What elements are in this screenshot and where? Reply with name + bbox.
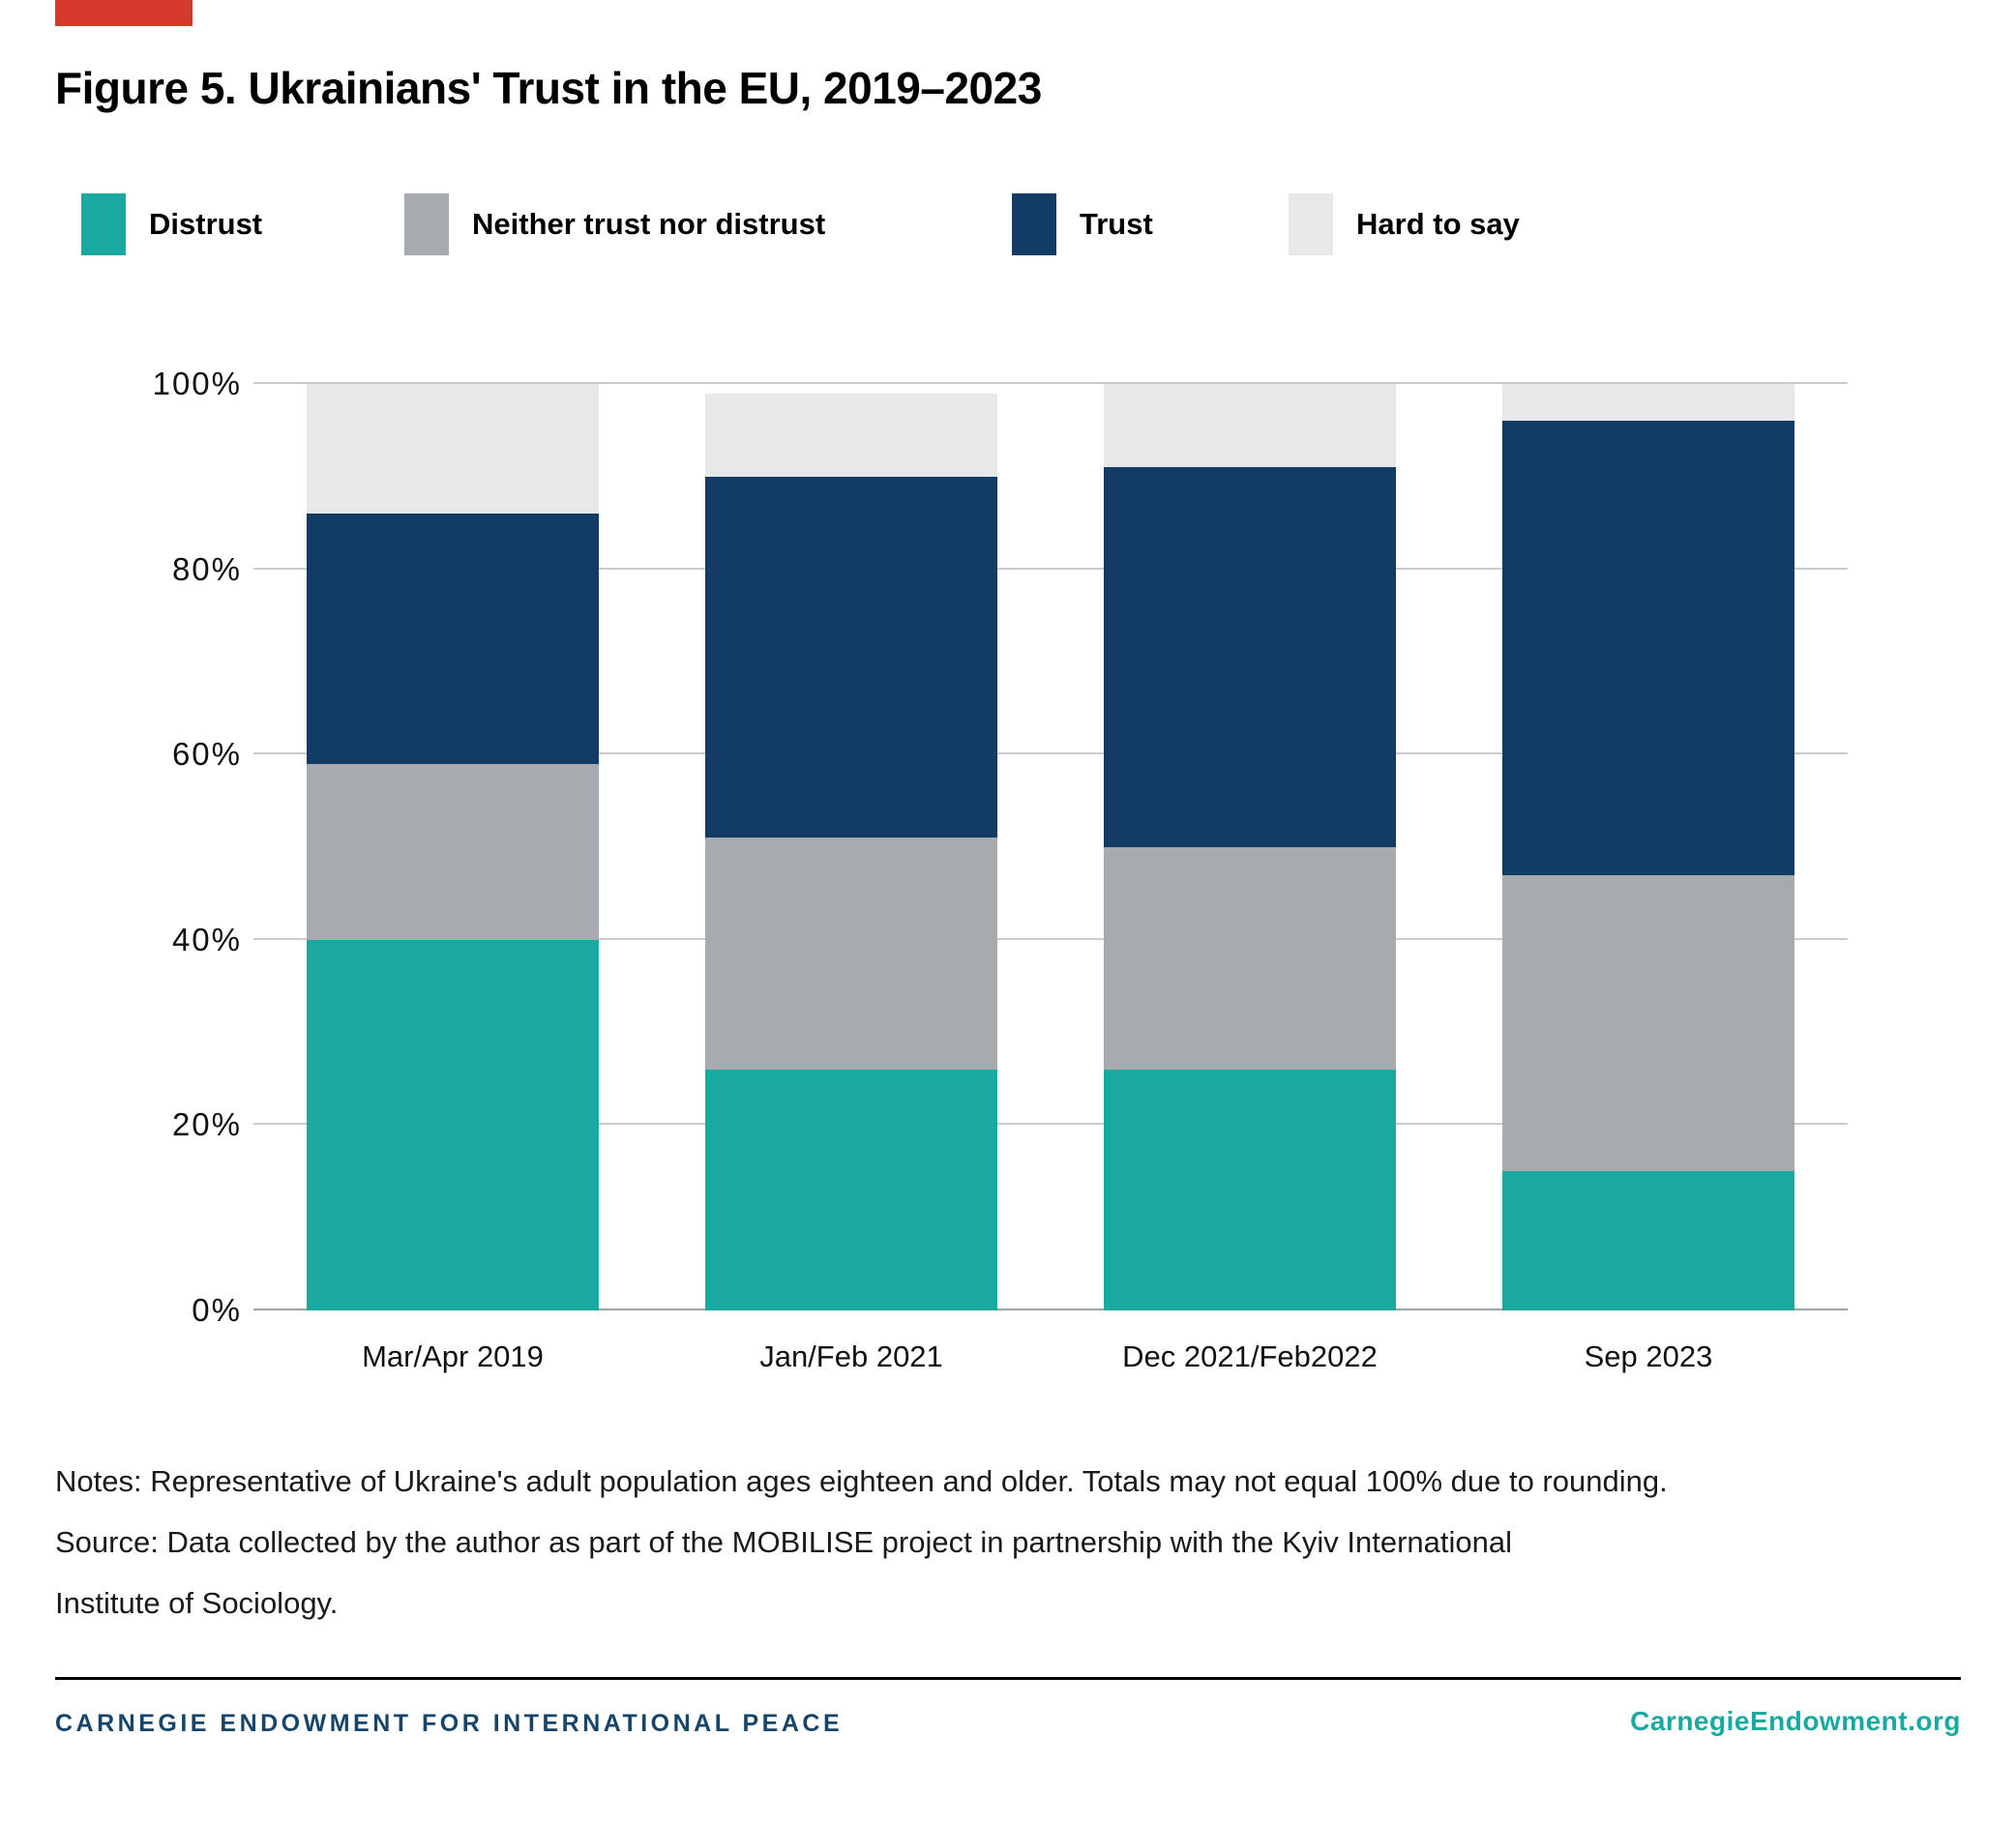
notes: Notes: Representative of Ukraine's adult… (55, 1451, 1668, 1633)
bar-group (1104, 384, 1396, 1310)
legend-label: Distrust (149, 207, 263, 241)
legend-item-neither: Neither trust nor distrust (404, 193, 825, 255)
bar-segment-hard-to-say (1502, 384, 1794, 422)
bar-group (705, 384, 997, 1310)
hard-to-say-swatch-icon (1289, 193, 1333, 255)
y-tick-label: 100% (152, 366, 242, 401)
bar-segment-distrust (705, 1069, 997, 1310)
source-line: Institute of Sociology. (55, 1586, 339, 1620)
bar-segment-neither-trust-nor-distrust (307, 763, 599, 940)
bar-segment-hard-to-say (1104, 384, 1396, 468)
bar-group (1502, 384, 1794, 1310)
source-line: Source: Data collected by the author as … (55, 1525, 1513, 1559)
y-tick-label: 40% (171, 921, 242, 957)
bar-segment-hard-to-say (307, 384, 599, 515)
x-tick-label: Sep 2023 (1584, 1339, 1713, 1373)
footer-divider (55, 1677, 1961, 1680)
legend-label: Trust (1080, 207, 1153, 241)
bar-segment-neither-trust-nor-distrust (705, 838, 997, 1070)
bar-segment-distrust (1104, 1069, 1396, 1310)
x-tick-label: Dec 2021/Feb2022 (1122, 1339, 1378, 1373)
legend-label: Hard to say (1356, 207, 1520, 241)
gridline (253, 567, 1848, 570)
bar-segment-hard-to-say (705, 393, 997, 477)
bar-segment-neither-trust-nor-distrust (1104, 847, 1396, 1070)
gridline (253, 382, 1848, 384)
legend-item-distrust: Distrust (81, 193, 262, 255)
x-tick-label: Jan/Feb 2021 (759, 1339, 943, 1373)
legend-label: Neither trust nor distrust (472, 207, 826, 241)
bar-segment-trust (1502, 421, 1794, 875)
bar-segment-trust (1104, 467, 1396, 847)
footer-site-link[interactable]: CarnegieEndowment.org (1630, 1706, 1961, 1736)
gridline (253, 937, 1848, 940)
x-axis: Mar/Apr 2019 Jan/Feb 2021 Dec 2021/Feb2022… (253, 1339, 1848, 1397)
y-tick-label: 60% (171, 736, 242, 773)
legend-item-trust: Trust (1012, 193, 1153, 255)
y-axis: 0% 20% 40% 60% 80% 100% (87, 366, 242, 1328)
bar-group (307, 384, 599, 1310)
trust-swatch-icon (1012, 193, 1056, 255)
notes-line: Notes: Representative of Ukraine's adult… (55, 1464, 1668, 1498)
bar-segment-distrust (307, 939, 599, 1310)
x-axis-line (253, 1309, 1848, 1310)
bar-segment-trust (307, 514, 599, 764)
footer-org-name: CARNEGIE ENDOWMENT FOR INTERNATIONAL PEA… (55, 1710, 844, 1737)
x-tick-label: Mar/Apr 2019 (362, 1339, 544, 1373)
neither-swatch-icon (404, 193, 449, 255)
brand-accent-bar (55, 0, 193, 26)
gridline (253, 1123, 1848, 1126)
bar-segment-neither-trust-nor-distrust (1502, 874, 1794, 1172)
distrust-swatch-icon (81, 193, 126, 255)
gridline (253, 752, 1848, 755)
plot (253, 382, 1848, 1310)
y-tick-label: 80% (171, 550, 242, 587)
y-tick-label: 20% (171, 1106, 242, 1143)
legend: Distrust Neither trust nor distrust Trus… (0, 193, 2016, 257)
bar-segment-distrust (1502, 1171, 1794, 1310)
figure-title: Figure 5. Ukrainians' Trust in the EU, 2… (55, 63, 1042, 113)
legend-item-hard-to-say: Hard to say (1289, 193, 1520, 255)
y-tick-label: 0% (192, 1292, 242, 1328)
bar-segment-trust (705, 476, 997, 838)
